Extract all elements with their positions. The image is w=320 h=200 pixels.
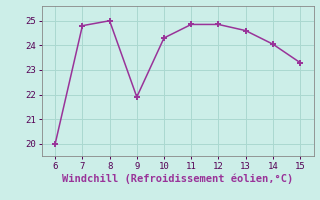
- X-axis label: Windchill (Refroidissement éolien,°C): Windchill (Refroidissement éolien,°C): [62, 173, 293, 184]
